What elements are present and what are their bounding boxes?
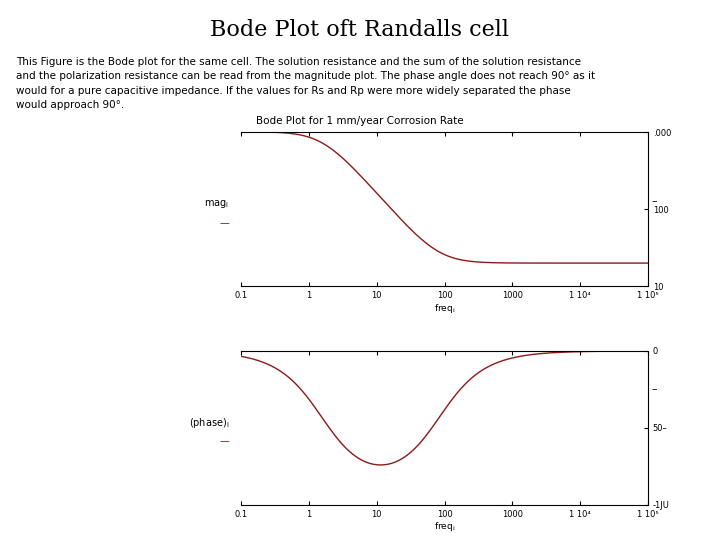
Text: This Figure is the Bode plot for the same cell. The solution resistance and the : This Figure is the Bode plot for the sam… (16, 57, 581, 67)
Text: would approach 90°.: would approach 90°. (16, 100, 124, 111)
Text: –: – (652, 384, 657, 394)
Text: Bode Plot oft Randalls cell: Bode Plot oft Randalls cell (210, 19, 510, 41)
Text: mag$_\mathregular{i}$: mag$_\mathregular{i}$ (204, 198, 229, 210)
Text: –: – (652, 197, 657, 207)
Text: —: — (219, 218, 229, 228)
Text: Bode Plot for 1 mm/year Corrosion Rate: Bode Plot for 1 mm/year Corrosion Rate (256, 116, 464, 126)
Text: (phase)$_\mathregular{i}$: (phase)$_\mathregular{i}$ (189, 415, 229, 429)
Text: and the polarization resistance can be read from the magnitude plot. The phase a: and the polarization resistance can be r… (16, 71, 595, 82)
X-axis label: freq$_\mathregular{i}$: freq$_\mathregular{i}$ (434, 301, 455, 314)
Text: would for a pure capacitive impedance. If the values for Rs and Rp were more wid: would for a pure capacitive impedance. I… (16, 86, 570, 96)
X-axis label: freq$_\mathregular{i}$: freq$_\mathregular{i}$ (434, 520, 455, 533)
Text: —: — (219, 436, 229, 447)
